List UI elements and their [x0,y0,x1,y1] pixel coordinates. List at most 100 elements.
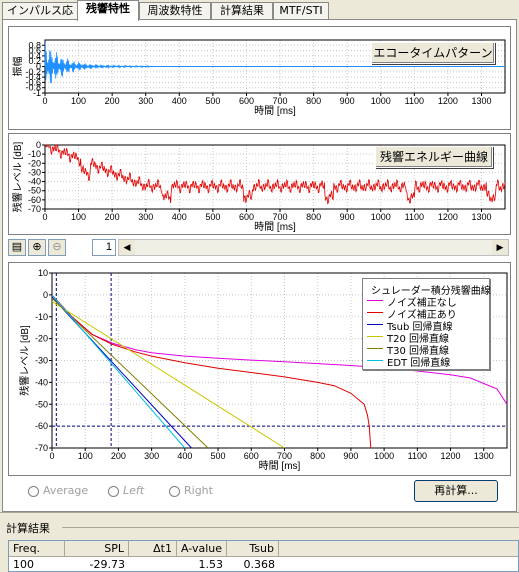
legend-label: T30 回帰直線 [387,346,450,357]
zoom-in-icon[interactable]: ⊕ [28,239,46,256]
y-tick-label: -0.2 [25,67,41,77]
x-tick-label: 0 [49,451,54,461]
zoom-out-icon[interactable]: ⊖ [48,239,66,256]
energy-curve-button[interactable]: 残響エネルギー曲線 [375,146,493,168]
x-tick-label: 300 [144,451,159,461]
x-tick-label: 800 [306,212,321,222]
legend-swatch [367,324,383,325]
x-tick-label: 1300 [471,96,491,106]
scroll-left-icon[interactable]: ◀ [119,240,135,255]
column-header-filler [279,541,518,557]
tab-impulse-response[interactable]: インパルス応答 [2,2,78,33]
y-tick-label: -0.6 [25,77,41,87]
y-tick-label: -1 [33,88,41,98]
echo-time-pattern-plot: 0 100 200 300 400 500 600 700 800 900 1000 1100 1200… [11,39,506,117]
y-tick-label: 0 [36,62,41,72]
y-tick-label: -0.4 [25,72,41,82]
series-line [51,297,209,449]
x-axis-label: 時間 [ms] [259,460,301,472]
echo-time-pattern-button[interactable]: エコータイムパターン [371,42,495,64]
page-number-field[interactable]: 1 [92,239,116,256]
series-line [51,294,508,405]
plot-frame [51,272,508,449]
radio-circle-icon [108,485,119,497]
column-header-tsub[interactable]: Tsub [227,541,279,557]
y-axis-label: 残響レベル [dB] [11,142,24,213]
x-tick-label: 1000 [374,451,394,461]
legend-item: ノイズ補正あり [367,307,489,321]
series-line [51,294,372,449]
recalculate-button[interactable]: 再計算... [414,480,498,502]
x-axis-label: 時間 [ms] [254,221,296,233]
x-tick-label: 1000 [371,212,391,222]
x-tick-label: 100 [78,451,93,461]
x-tick-label: 600 [239,96,254,106]
x-tick-label: 900 [343,451,358,461]
legend-label: ノイズ補正あり [387,310,457,321]
table-cell-dt1[interactable] [129,558,173,572]
table-cell-a-value[interactable]: 1.53 [198,558,224,571]
y-tick-label: -40 [35,377,48,387]
legend-label: ノイズ補正なし [387,298,457,309]
y-tick-label: -60 [35,421,48,431]
tab-mtf-sti[interactable]: MTF/STI [273,2,329,20]
x-tick-label: 500 [211,451,226,461]
x-tick-label: 1100 [405,96,424,106]
divider [0,512,519,513]
legend-item: EDT 回帰直線 [367,355,489,369]
impulse-waveform [44,42,153,84]
column-header-spl[interactable]: SPL [65,541,129,557]
x-tick-label: 800 [310,451,325,461]
left-radio[interactable]: Left [108,484,144,498]
table-cell-spl[interactable]: -29.73 [89,558,125,571]
radio-circle-icon [169,485,180,497]
x-tick-label: 500 [205,96,220,106]
y-tick-label: 0.4 [28,51,41,61]
tab-results[interactable]: 計算結果 [211,2,273,20]
y-tick-label: -60 [28,195,41,205]
x-tick-label: 0 [42,96,47,106]
series-line [51,300,285,449]
x-tick-label: 300 [138,212,153,222]
legend-item: Tsub 回帰直線 [367,319,489,333]
x-tick-label: 1300 [474,451,494,461]
y-tick-label: 0 [36,140,41,150]
legend-swatch [367,348,383,349]
plot-toolbar: ▤ ⊕ ⊖ 1 ◀ ▶ [8,239,509,257]
right-radio[interactable]: Right [169,484,213,498]
column-header-dt1[interactable]: Δt1 [129,541,177,557]
x-tick-label: 700 [273,212,288,222]
energy-curve-plot: 0 100 200 300 400 500 600 700 800 900 1000 1100 1200… [11,140,506,233]
y-tick-label: -40 [28,177,41,187]
horizontal-scrollbar[interactable]: ◀ ▶ [118,239,509,256]
y-tick-label: -20 [35,334,48,344]
y-tick-label: 0.2 [28,56,41,66]
x-tick-label: 400 [172,96,187,106]
x-tick-label: 1100 [405,212,424,222]
x-tick-label: 1300 [471,212,491,222]
average-radio[interactable]: Average [28,484,88,498]
table-cell-tsub[interactable]: 0.368 [243,558,276,571]
x-tick-label: 400 [177,451,192,461]
x-tick-label: 900 [340,96,355,106]
x-tick-label: 1100 [408,451,427,461]
x-tick-label: 1200 [438,212,458,222]
legend-item: T30 回帰直線 [367,343,489,357]
y-tick-label: -0.8 [25,83,41,93]
x-tick-label: 200 [105,212,120,222]
x-tick-label: 300 [138,96,153,106]
fit-window-icon[interactable]: ▤ [8,239,26,256]
radio-circle-icon [28,485,39,497]
y-tick-label: -50 [35,399,48,409]
plot-frame [44,144,506,210]
table-cell-freq[interactable]: 100 [13,558,34,571]
scroll-right-icon[interactable]: ▶ [492,240,508,255]
x-tick-label: 100 [71,96,86,106]
results-title: 計算結果 [6,522,50,535]
column-header-freq[interactable]: Freq. [9,541,65,557]
column-header-a-value[interactable]: A-value [177,541,227,557]
y-tick-label: 0 [43,290,48,300]
tab-frequency[interactable]: 周波数特性 [139,2,211,20]
x-tick-label: 100 [71,212,86,222]
tab-reverberation[interactable]: 残響特性 [77,0,139,21]
